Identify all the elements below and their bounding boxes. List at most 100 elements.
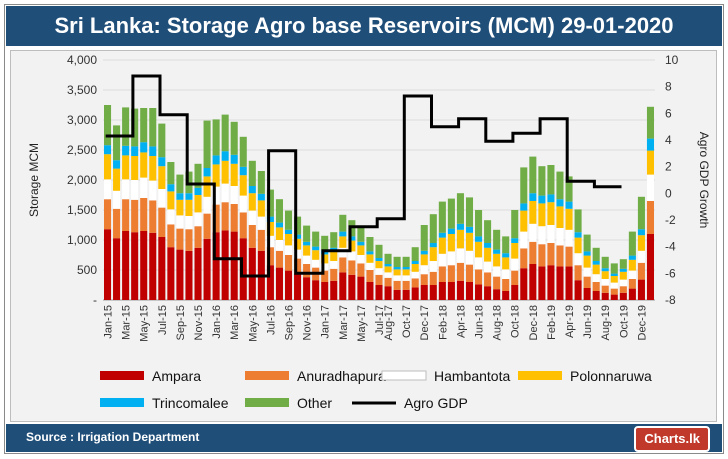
- x-tick-label: May-16: [247, 305, 259, 342]
- bar-hambantota: [646, 174, 655, 201]
- bar-other: [321, 235, 329, 251]
- bar-ampara: [294, 273, 302, 300]
- bar-other: [393, 256, 401, 267]
- source-text: Source : Irrigation Department: [26, 430, 200, 444]
- bar-anuradhapura: [610, 288, 618, 295]
- bar-trincomalee: [113, 160, 121, 169]
- bar-polonnaruwa: [601, 271, 609, 279]
- bar-anuradhapura: [113, 208, 121, 239]
- bar-other: [420, 225, 428, 251]
- bar-hambantota: [628, 270, 636, 279]
- bar-hambantota: [547, 225, 555, 243]
- bar-polonnaruwa: [366, 254, 374, 263]
- bar-ampara: [565, 266, 573, 300]
- bar-polonnaruwa: [375, 261, 383, 269]
- bar-other: [257, 171, 265, 194]
- bar-trincomalee: [438, 232, 446, 238]
- bar-anuradhapura: [502, 279, 510, 291]
- x-tick-label: Aug-19: [600, 305, 612, 340]
- bar-anuradhapura: [511, 270, 519, 285]
- bar-polonnaruwa: [357, 245, 365, 255]
- bar-trincomalee: [411, 261, 419, 264]
- bar-other: [511, 210, 519, 239]
- bar-hambantota: [266, 235, 274, 248]
- bar-anuradhapura: [565, 246, 573, 267]
- bar-other: [212, 119, 220, 156]
- bar-other: [547, 165, 555, 195]
- bar-hambantota: [574, 253, 582, 266]
- bar-hambantota: [556, 228, 564, 246]
- bar-trincomalee: [637, 229, 645, 236]
- bar-polonnaruwa: [248, 193, 256, 211]
- bar-hambantota: [583, 267, 591, 277]
- bar-other: [484, 220, 492, 243]
- bar-anuradhapura: [619, 286, 627, 293]
- x-tick-label: Oct-18: [510, 305, 522, 338]
- bar-anuradhapura: [266, 247, 274, 266]
- bar-polonnaruwa: [275, 227, 283, 240]
- bar-other: [384, 253, 392, 264]
- bar-polonnaruwa: [239, 175, 247, 196]
- y-tick-label: 500: [77, 263, 97, 277]
- bar-ampara: [393, 289, 401, 300]
- x-tick-label: May-15: [139, 305, 151, 342]
- bar-trincomalee: [339, 231, 347, 237]
- bar-hambantota: [275, 240, 283, 251]
- bar-trincomalee: [366, 251, 374, 255]
- bar-trincomalee: [429, 243, 437, 248]
- bar-ampara: [456, 280, 464, 300]
- bar-ampara: [493, 289, 501, 300]
- bar-anuradhapura: [257, 229, 265, 251]
- bar-anuradhapura: [556, 245, 564, 267]
- bar-other: [303, 225, 311, 242]
- bar-hambantota: [538, 226, 546, 245]
- bar-other: [366, 237, 374, 252]
- bar-polonnaruwa: [176, 199, 184, 216]
- y-tick-label: 2,500: [67, 143, 97, 157]
- bar-polonnaruwa: [447, 234, 455, 252]
- bar-polonnaruwa: [104, 154, 112, 180]
- x-tick-label: Nov-16: [302, 305, 314, 340]
- bar-trincomalee: [547, 194, 555, 203]
- bar-polonnaruwa: [565, 208, 573, 230]
- bar-trincomalee: [212, 155, 220, 165]
- bar-trincomalee: [357, 241, 365, 246]
- bar-trincomalee: [402, 267, 410, 270]
- bar-other: [348, 220, 356, 237]
- bar-anuradhapura: [321, 270, 329, 282]
- bar-other: [330, 232, 338, 248]
- bar-anuradhapura: [212, 204, 220, 233]
- bar-hambantota: [194, 212, 202, 227]
- legend-swatch-trincomalee: [100, 398, 144, 407]
- bar-anuradhapura: [438, 266, 446, 282]
- bar-other: [574, 209, 582, 233]
- bar-anuradhapura: [429, 271, 437, 285]
- bar-hambantota: [402, 275, 410, 281]
- bar-anuradhapura: [384, 277, 392, 287]
- bar-hambantota: [592, 274, 600, 282]
- bar-ampara: [484, 286, 492, 300]
- bar-hambantota: [447, 251, 455, 266]
- bar-ampara: [601, 292, 609, 300]
- x-tick-label: Jan-17: [320, 305, 332, 339]
- bar-hambantota: [203, 196, 211, 214]
- source-bar: Source : Irrigation Department Charts.lk: [6, 424, 722, 452]
- bar-hambantota: [330, 261, 338, 269]
- bar-other: [284, 210, 293, 230]
- bar-other: [628, 231, 636, 256]
- bar-hambantota: [339, 247, 347, 258]
- bar-trincomalee: [194, 187, 202, 195]
- bar-other: [230, 121, 238, 155]
- bar-hambantota: [529, 223, 537, 242]
- bar-polonnaruwa: [493, 253, 501, 267]
- bar-trincomalee: [447, 228, 455, 234]
- bar-polonnaruwa: [294, 238, 302, 250]
- bar-polonnaruwa: [384, 266, 392, 273]
- bar-hambantota: [456, 248, 464, 263]
- bar-other: [357, 226, 365, 242]
- bar-anuradhapura: [475, 269, 483, 285]
- bar-hambantota: [284, 245, 293, 255]
- bar-ampara: [465, 282, 474, 300]
- bar-other: [312, 231, 320, 247]
